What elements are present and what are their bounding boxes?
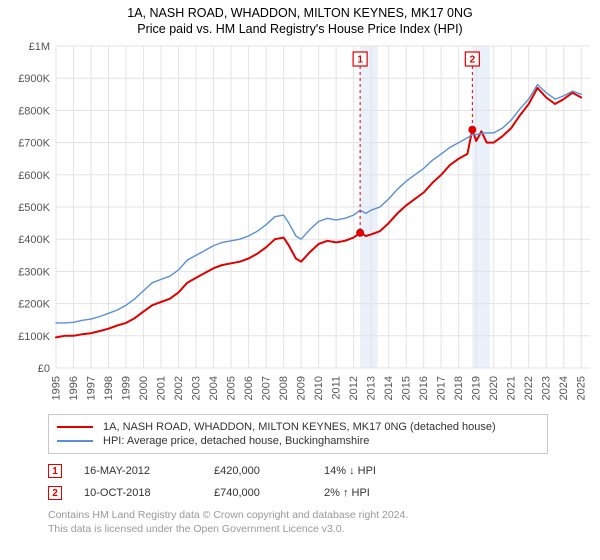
event-flag-number: 2 bbox=[470, 55, 476, 66]
x-tick-label: 2017 bbox=[435, 376, 447, 400]
x-tick-label: 2005 bbox=[225, 376, 237, 400]
event-flag-number: 1 bbox=[357, 55, 363, 66]
x-tick-label: 2006 bbox=[243, 376, 255, 400]
y-tick-label: £100K bbox=[18, 331, 50, 343]
event-marker-box: 1 bbox=[48, 464, 62, 478]
x-tick-label: 2007 bbox=[260, 376, 272, 400]
x-tick-label: 2010 bbox=[313, 376, 325, 400]
x-tick-label: 1995 bbox=[50, 376, 62, 400]
y-tick-label: £800K bbox=[18, 105, 50, 117]
x-tick-label: 1996 bbox=[68, 376, 80, 400]
event-price: £420,000 bbox=[214, 465, 324, 477]
x-tick-label: 2012 bbox=[348, 376, 360, 400]
event-date: 10-OCT-2018 bbox=[84, 487, 214, 499]
x-tick-label: 2013 bbox=[365, 376, 377, 400]
x-tick-label: 1997 bbox=[85, 376, 97, 400]
x-tick-label: 2000 bbox=[138, 376, 150, 400]
y-tick-label: £400K bbox=[18, 234, 50, 246]
event-dot bbox=[468, 126, 476, 134]
y-tick-label: £1M bbox=[29, 41, 50, 53]
x-tick-label: 2024 bbox=[558, 376, 570, 400]
y-tick-label: £500K bbox=[18, 202, 50, 214]
y-tick-label: £300K bbox=[18, 266, 50, 278]
event-date: 16-MAY-2012 bbox=[84, 465, 214, 477]
x-tick-label: 2025 bbox=[576, 376, 588, 400]
footer-line2: This data is licensed under the Open Gov… bbox=[48, 522, 548, 536]
x-tick-label: 2009 bbox=[295, 376, 307, 400]
x-tick-label: 2014 bbox=[383, 376, 395, 400]
x-tick-label: 1998 bbox=[103, 376, 115, 400]
legend-label: 1A, NASH ROAD, WHADDON, MILTON KEYNES, M… bbox=[103, 421, 496, 433]
event-row: 2 10-OCT-2018£740,0002% ↑ HPI bbox=[48, 482, 548, 504]
legend-box: 1A, NASH ROAD, WHADDON, MILTON KEYNES, M… bbox=[48, 414, 548, 454]
x-tick-label: 2022 bbox=[523, 376, 535, 400]
x-tick-label: 2018 bbox=[453, 376, 465, 400]
event-delta: 2% ↑ HPI bbox=[324, 487, 454, 499]
event-row: 1 16-MAY-2012£420,00014% ↓ HPI bbox=[48, 460, 548, 482]
event-marker-box: 2 bbox=[48, 486, 62, 500]
events-table: 1 16-MAY-2012£420,00014% ↓ HPI 2 10-OCT-201… bbox=[48, 454, 548, 504]
y-tick-label: £900K bbox=[18, 73, 50, 85]
page-container: 1A, NASH ROAD, WHADDON, MILTON KEYNES, M… bbox=[0, 0, 600, 544]
x-tick-label: 2020 bbox=[488, 376, 500, 400]
x-tick-label: 2011 bbox=[330, 376, 342, 400]
x-tick-label: 2019 bbox=[470, 376, 482, 400]
x-tick-label: 1999 bbox=[120, 376, 132, 400]
x-tick-label: 2023 bbox=[541, 376, 553, 400]
x-tick-label: 2008 bbox=[278, 376, 290, 400]
chart-area: £0 £100K £200K £300K £400K £500K £600K £700K £80… bbox=[0, 38, 600, 408]
legend-swatch bbox=[57, 440, 93, 442]
x-tick-label: 2002 bbox=[173, 376, 185, 400]
event-delta: 14% ↓ HPI bbox=[324, 465, 454, 477]
y-tick-label: £700K bbox=[18, 138, 50, 150]
legend-item: HPI: Average price, detached house, Buck… bbox=[57, 434, 539, 448]
chart-title-line2: Price paid vs. HM Land Registry's House … bbox=[0, 22, 600, 36]
footer-line1: Contains HM Land Registry data © Crown c… bbox=[48, 508, 548, 522]
y-tick-label: £200K bbox=[18, 299, 50, 311]
y-tick-label: £0 bbox=[38, 363, 50, 375]
x-tick-label: 2003 bbox=[190, 376, 202, 400]
y-tick-label: £600K bbox=[18, 170, 50, 182]
legend-item: 1A, NASH ROAD, WHADDON, MILTON KEYNES, M… bbox=[57, 420, 539, 434]
legend-label: HPI: Average price, detached house, Buck… bbox=[103, 435, 369, 447]
price-chart-svg: £0 £100K £200K £300K £400K £500K £600K £700K £80… bbox=[0, 38, 600, 408]
x-tick-label: 2021 bbox=[506, 376, 518, 400]
x-tick-label: 2004 bbox=[208, 376, 220, 400]
event-price: £740,000 bbox=[214, 487, 324, 499]
footer-attribution: Contains HM Land Registry data © Crown c… bbox=[48, 508, 548, 544]
chart-title-block: 1A, NASH ROAD, WHADDON, MILTON KEYNES, M… bbox=[0, 0, 600, 38]
legend-swatch bbox=[57, 426, 93, 428]
chart-title-line1: 1A, NASH ROAD, WHADDON, MILTON KEYNES, M… bbox=[0, 6, 600, 20]
x-tick-label: 2001 bbox=[155, 376, 167, 400]
x-tick-label: 2016 bbox=[418, 376, 430, 400]
x-tick-label: 2015 bbox=[400, 376, 412, 400]
event-dot bbox=[356, 229, 364, 237]
